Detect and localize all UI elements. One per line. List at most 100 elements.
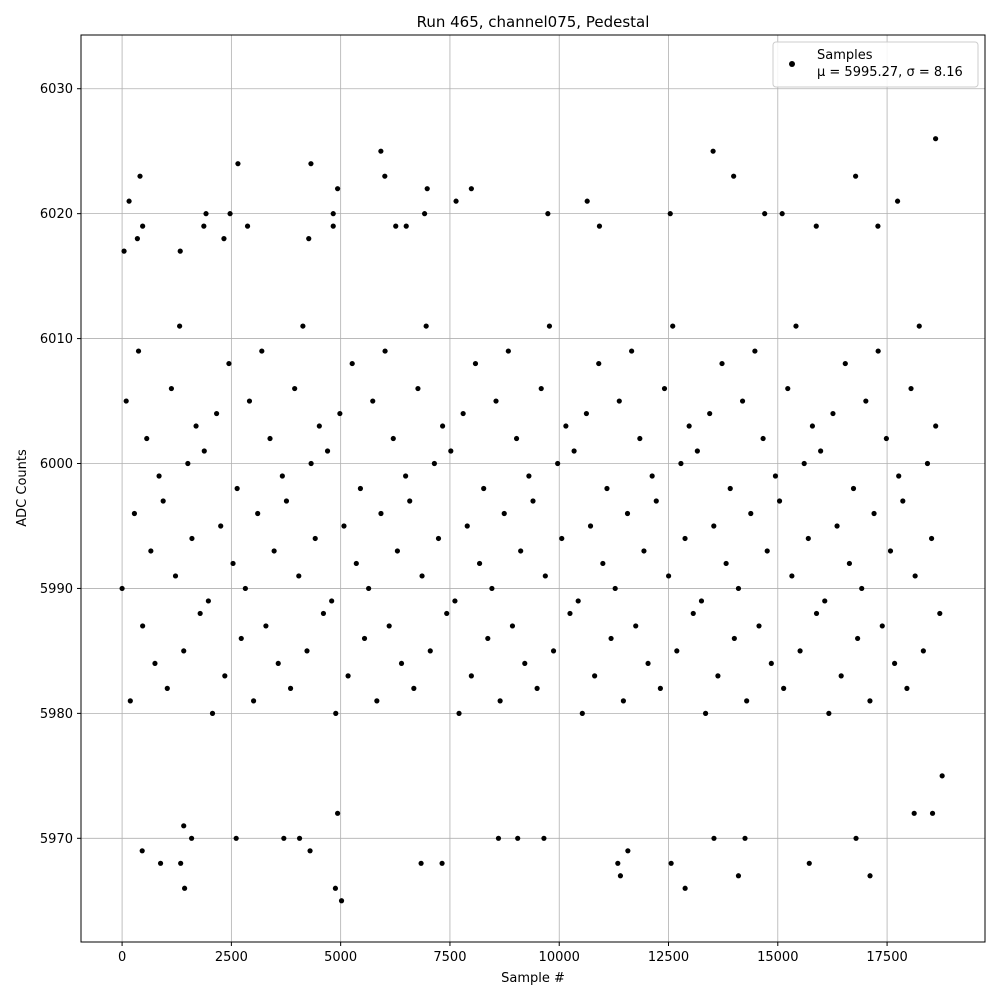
point [809,423,816,429]
x-tick-label: 15000 [757,950,798,965]
point [246,398,253,404]
x-tick-label: 17500 [866,950,907,965]
point [719,360,725,367]
point [468,673,474,679]
point [307,848,313,854]
point [859,585,865,592]
point [674,648,680,654]
point [818,448,824,454]
point [596,360,602,367]
point [900,498,906,504]
point [735,585,742,592]
point [649,473,655,479]
point [230,560,236,567]
x-tick-label: 0 [118,950,126,965]
point [201,223,207,229]
point [846,560,853,567]
point [382,173,388,179]
point [263,623,269,629]
point [489,585,495,592]
point [157,860,164,866]
point [148,548,154,554]
point [822,598,828,604]
point [727,485,733,492]
point [924,460,931,467]
y-tick-label: 6000 [40,457,73,472]
point [453,198,459,204]
point [920,648,926,654]
point [189,535,195,542]
point [131,510,138,517]
point [806,860,812,866]
point [793,323,799,329]
point [744,698,750,704]
point [624,510,631,517]
point [139,848,145,854]
point [185,460,191,467]
point [904,685,910,691]
point [481,485,487,492]
point [853,835,859,841]
point [752,348,758,354]
point [126,198,132,204]
point [312,535,318,542]
point [121,248,127,254]
point [407,498,413,504]
point [735,873,742,879]
point [403,223,409,229]
point [308,161,314,167]
point [464,523,470,529]
point [244,223,251,229]
point [334,186,341,192]
point [334,810,341,816]
point [324,448,331,454]
point [476,560,483,567]
point [452,598,458,604]
point [233,835,239,841]
point [221,236,227,242]
point [756,623,762,629]
point [168,385,174,392]
point [415,385,421,392]
point [182,885,188,891]
point [616,398,622,404]
point [571,448,577,454]
point [431,460,437,467]
point [403,473,409,479]
point [275,660,281,667]
legend-box [772,41,979,88]
point [592,673,598,679]
point [530,498,536,504]
point [567,610,573,617]
point [604,485,610,492]
point [134,236,140,242]
point [418,860,424,866]
point [710,148,716,154]
point [541,835,547,841]
point [152,660,158,667]
chart-title: Run 465, channel075, Pedestal [417,13,650,31]
point [668,860,674,866]
point [468,186,474,192]
point [911,810,917,816]
point [707,410,713,417]
point [250,698,257,704]
point [235,161,241,167]
point [357,485,364,492]
point [424,186,430,192]
point [805,535,811,542]
point [666,573,672,579]
point [939,773,945,779]
point [894,198,901,204]
point [875,348,881,354]
point [667,211,673,217]
grid-layer: 0 2500 5000 7500 10000 12500 15000 17500 5970 598… [40,35,985,965]
point [419,573,425,579]
point [690,610,696,617]
point [300,323,306,329]
point [439,860,445,866]
point [863,398,869,404]
point [694,448,700,454]
point [587,523,594,529]
